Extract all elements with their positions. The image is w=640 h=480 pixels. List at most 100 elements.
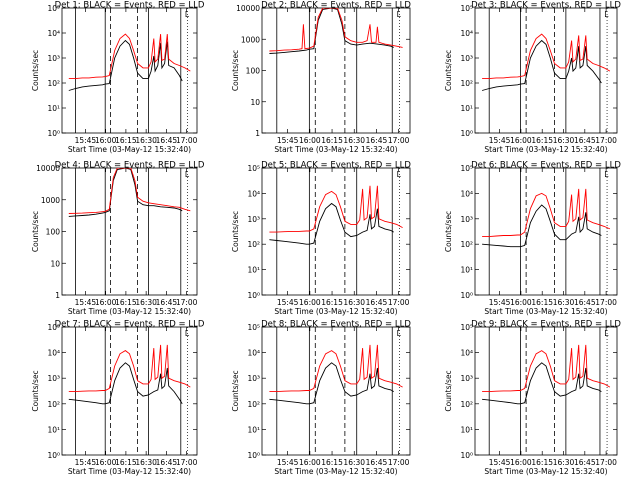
x-tick-label: 16:15 [531,458,553,467]
x-tick-label: 16:45 [366,458,388,467]
x-tick-label: 16:00 [95,458,117,467]
legend-mark: L [185,10,190,19]
x-axis-title: Start Time (03-May-12 15:32:40) [484,145,607,154]
series-line-lld [68,33,191,80]
y-tick-label: 10³ [47,54,60,63]
x-tick-label: 16:45 [156,458,178,467]
series-line-events [68,362,183,405]
y-tick-label: 10000 [236,4,260,13]
y-tick-label: 10⁰ [460,291,473,300]
y-tick-label: 10⁵ [247,164,260,173]
y-tick-label: 10¹ [460,104,473,113]
x-tick-label: 16:30 [553,458,575,467]
x-tick-label: 16:45 [574,458,596,467]
y-tick-label: 10³ [247,374,260,383]
panel-title: Det 5: BLACK = Events, RED = LLD [261,161,411,171]
y-tick-label: 10⁰ [47,451,60,460]
series-line-lld [68,344,191,393]
legend-mark: L [397,329,402,338]
y-axis-title: Counts/sec [231,50,240,91]
y-tick-label: 10⁵ [247,323,260,332]
y-tick-label: 10¹ [247,425,260,434]
legend-mark: L [397,170,402,179]
series-line-events [269,8,394,54]
panel-title: Det 6: BLACK = Events, RED = LLD [471,161,621,171]
x-tick-label: 16:15 [115,458,137,467]
y-tick-label: 10⁰ [47,129,60,138]
y-tick-label: 10³ [460,374,473,383]
chart-panel-1: L10⁰10¹10²10³10⁴10⁵15:4516:0016:1516:301… [31,1,205,155]
x-tick-label: 17:00 [176,298,198,307]
x-tick-label: 15:45 [277,298,299,307]
y-tick-label: 10² [460,79,473,88]
panel-title: Det 9: BLACK = Events, RED = LLD [471,320,621,330]
x-tick-label: 16:15 [115,298,137,307]
panel-title: Det 8: BLACK = Events, RED = LLD [261,320,411,330]
x-tick-label: 16:30 [553,298,575,307]
x-tick-label: 15:45 [277,458,299,467]
y-tick-label: 10² [460,400,473,409]
x-tick-label: 17:00 [595,298,617,307]
series-line-lld [269,185,403,233]
y-tick-label: 10² [47,79,60,88]
x-tick-label: 15:45 [489,136,511,145]
x-tick-label: 16:30 [135,298,157,307]
y-tick-label: 10⁰ [460,451,473,460]
plot-frame [474,326,618,456]
y-axis-title: Counts/sec [31,370,40,411]
legend-mark: L [604,329,609,338]
y-tick-label: 1000 [41,196,60,205]
x-tick-label: 16:30 [135,458,157,467]
series-line-events [68,168,183,217]
x-tick-label: 15:45 [489,298,511,307]
y-tick-label: 10⁵ [47,4,60,13]
x-tick-label: 16:00 [510,298,532,307]
series-line-events [482,204,602,248]
x-axis-title: Start Time (03-May-12 15:32:40) [68,307,191,316]
x-axis-title: Start Time (03-May-12 15:32:40) [274,307,397,316]
series-line-lld [482,188,611,238]
x-tick-label: 17:00 [595,136,617,145]
x-axis-title: Start Time (03-May-12 15:32:40) [484,467,607,476]
x-tick-label: 16:00 [299,136,321,145]
x-tick-label: 16:00 [510,136,532,145]
series-line-events [269,202,394,245]
x-tick-label: 16:00 [510,458,532,467]
chart-panel-7: L10⁰10¹10²10³10⁴10⁵15:4516:0016:1516:301… [31,320,205,477]
y-tick-label: 10² [247,240,260,249]
legend-mark: L [604,170,609,179]
y-tick-label: 100 [246,67,261,76]
x-tick-label: 16:45 [366,136,388,145]
plot-frame [61,167,198,296]
x-tick-label: 15:45 [75,136,97,145]
x-tick-label: 16:30 [135,136,157,145]
x-tick-label: 17:00 [176,458,198,467]
x-tick-label: 16:00 [95,136,117,145]
y-tick-label: 1 [255,129,260,138]
y-tick-label: 10³ [47,374,60,383]
y-tick-label: 10 [50,259,60,268]
series-line-lld [68,168,191,214]
y-tick-label: 10⁴ [47,29,60,38]
x-tick-label: 16:15 [531,136,553,145]
y-tick-label: 10⁴ [460,29,473,38]
x-tick-label: 16:00 [299,298,321,307]
x-tick-label: 16:00 [95,298,117,307]
y-axis-title: Counts/sec [444,50,453,91]
x-tick-label: 17:00 [176,136,198,145]
x-axis-title: Start Time (03-May-12 15:32:40) [274,467,397,476]
y-tick-label: 10⁵ [460,4,473,13]
plot-frame [61,326,198,456]
y-tick-label: 10⁴ [247,189,260,198]
y-tick-label: 10⁰ [460,129,473,138]
y-axis-title: Counts/sec [444,211,453,252]
panel-title: Det 3: BLACK = Events, RED = LLD [471,1,621,11]
y-tick-label: 10⁴ [47,349,60,358]
y-tick-label: 10¹ [47,104,60,113]
x-tick-label: 16:45 [574,136,596,145]
x-tick-label: 16:45 [574,298,596,307]
